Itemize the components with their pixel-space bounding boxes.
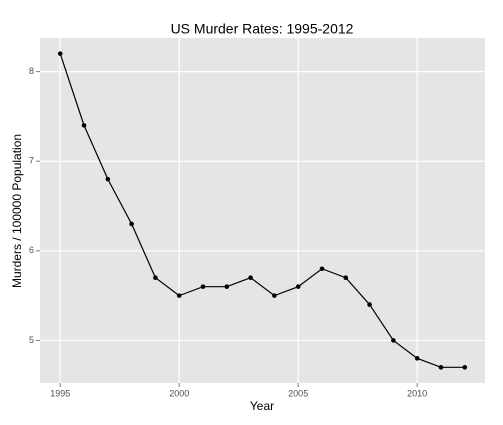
point — [57, 51, 63, 56]
point — [438, 365, 444, 370]
x-tick-label: 2005 — [288, 388, 308, 398]
point — [153, 275, 158, 281]
point — [129, 221, 134, 227]
y-axis-label: Murders / 100000 Population — [10, 134, 24, 288]
point — [367, 302, 372, 307]
x-tick-label: 1995 — [50, 388, 70, 398]
y-tick-label: 7 — [29, 156, 34, 166]
point — [81, 123, 87, 128]
point — [224, 284, 230, 289]
y-tick-label: 8 — [29, 66, 34, 76]
point — [105, 176, 111, 182]
point — [200, 284, 206, 289]
point — [343, 275, 349, 281]
grid — [40, 38, 485, 383]
x-tick-label: 2010 — [407, 388, 427, 398]
point — [462, 365, 468, 370]
line — [59, 53, 465, 368]
x-axis-label: Year — [250, 399, 274, 413]
point — [414, 356, 420, 361]
x-tick-label: 2000 — [169, 388, 189, 398]
point — [176, 293, 182, 298]
point — [391, 338, 396, 343]
y-tick-label: 5 — [29, 335, 34, 345]
point — [248, 275, 253, 281]
point — [295, 284, 301, 289]
y-tick-label: 6 — [29, 245, 34, 255]
chart-title: US Murder Rates: 1995-2012 — [171, 21, 354, 37]
marks — [57, 51, 468, 370]
plot-panel — [40, 38, 485, 383]
point — [319, 266, 325, 272]
point — [272, 293, 277, 298]
